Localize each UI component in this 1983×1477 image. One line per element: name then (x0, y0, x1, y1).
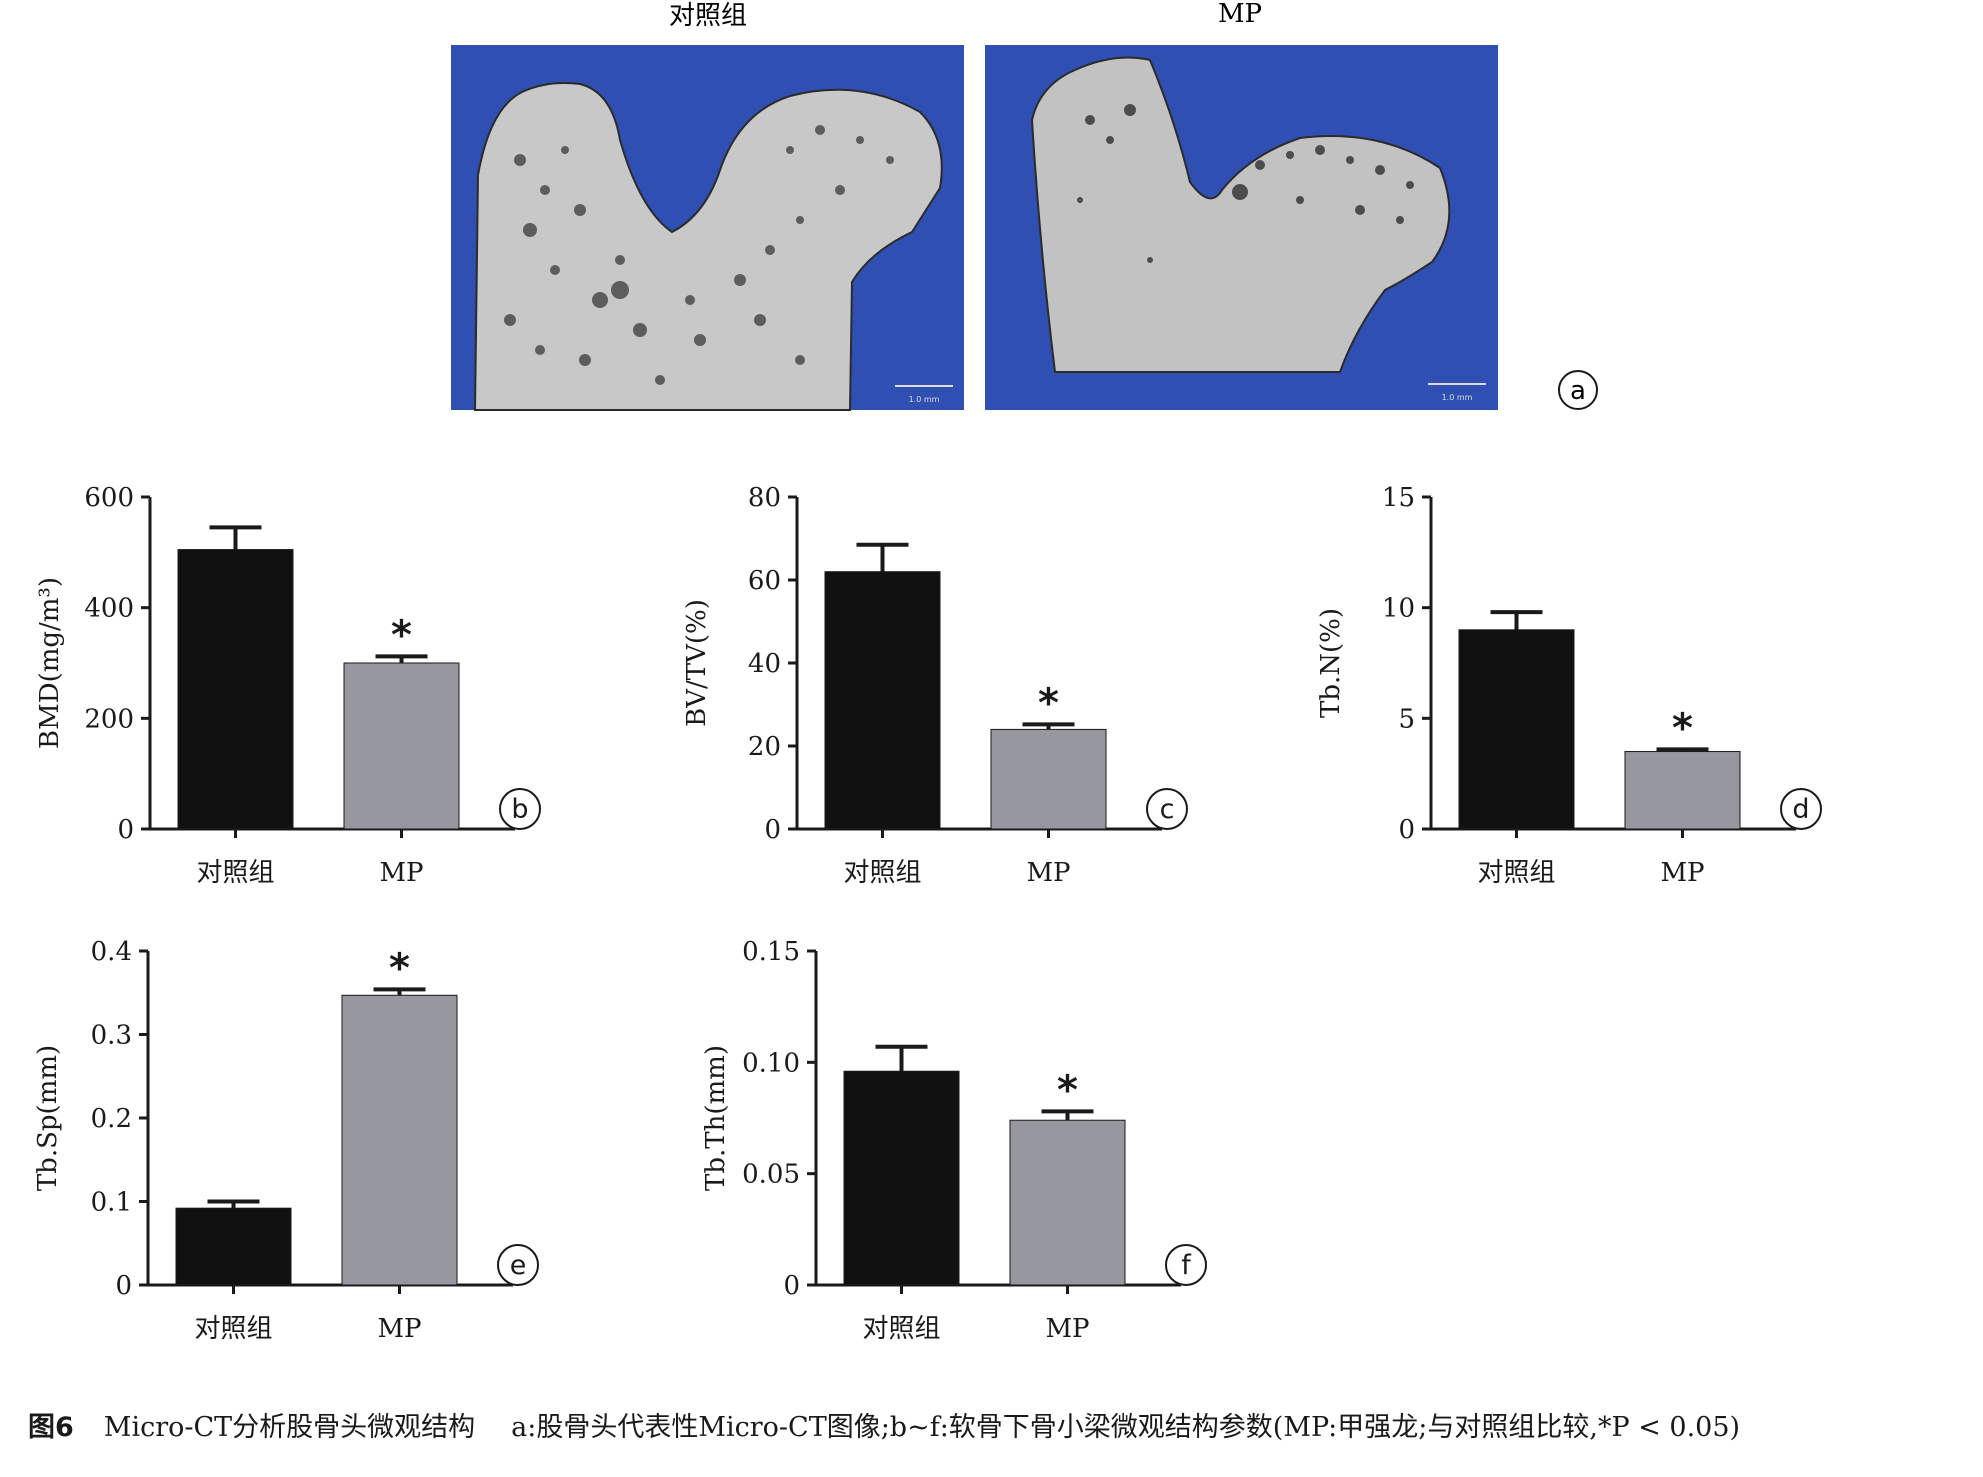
bar-mp (1009, 1119, 1126, 1286)
x-tick-label: MP (1026, 858, 1070, 888)
y-tick-label: 0.2 (91, 1104, 132, 1134)
y-tick-label: 60 (748, 566, 781, 596)
panel-letter-circle-a (1558, 370, 1598, 410)
trabecular-pores-control (504, 125, 894, 385)
significance-marker: * (1672, 705, 1693, 751)
caption-figure-number: 图6 (28, 1412, 74, 1443)
ct-label-mp: MP (1218, 0, 1262, 29)
y-tick-label: 0.4 (91, 937, 132, 967)
y-axis-label: Tb.Sp(mm) (33, 1045, 63, 1191)
chart-c: 0 20 40 60 80 BV/TV(%) 对照组 MP * c (682, 483, 1188, 888)
y-tick-label: 0 (764, 815, 781, 845)
y-tick-label: 0 (783, 1271, 800, 1301)
bar-mp (343, 662, 460, 830)
femoral-head-control-illustration (473, 82, 943, 411)
y-tick-label: 0.1 (91, 1188, 132, 1218)
y-axis-label: Tb.N(%) (1316, 608, 1346, 718)
femoral-head-mp-illustration (1030, 56, 1451, 373)
y-tick-label: 40 (748, 649, 781, 679)
bar-control (177, 549, 294, 830)
panel-letter-circle (497, 1244, 539, 1286)
chart-e: 0 0.1 0.2 0.3 0.4 Tb.Sp(mm) 对照组 MP * e (33, 937, 539, 1344)
chart-f: 0 0.05 0.10 0.15 Tb.Th(mm) 对照组 MP * f (701, 937, 1207, 1344)
y-axis-label: BMD(mg/m³) (35, 577, 65, 749)
x-tick-label: 对照组 (862, 1314, 940, 1344)
panel-letter-a: a (1570, 376, 1586, 406)
bar-mp (341, 994, 458, 1286)
ct-image-mp: 1.0 mm (985, 45, 1498, 410)
y-tick-label: 400 (84, 594, 134, 624)
panel-letter: f (1181, 1250, 1192, 1281)
y-tick-label: 80 (748, 483, 781, 513)
ct-panel: 对照组 MP 1.0 mm (451, 0, 1598, 411)
bar-mp (990, 728, 1107, 830)
panel-letter: c (1160, 794, 1175, 825)
y-tick-label: 0 (115, 1271, 132, 1301)
bar-control (824, 571, 941, 830)
bar-control (843, 1070, 960, 1286)
bar-mp (1624, 751, 1741, 830)
bar-control (1458, 629, 1575, 830)
panel-letter-circle (1146, 788, 1188, 830)
y-tick-label: 5 (1398, 704, 1415, 734)
significance-marker: * (389, 945, 410, 991)
x-tick-label: 对照组 (194, 1314, 272, 1344)
y-axis-label: Tb.Th(mm) (701, 1045, 731, 1191)
y-tick-label: 0.05 (742, 1160, 800, 1190)
figure-caption: 图6 Micro-CT分析股骨头微观结构 a:股骨头代表性Micro-CT图像;b~… (28, 1405, 1968, 1445)
y-tick-label: 0.3 (91, 1021, 132, 1051)
x-tick-label: MP (379, 858, 423, 888)
y-tick-label: 0 (1398, 815, 1415, 845)
y-tick-label: 0.15 (742, 937, 800, 967)
significance-marker: * (1038, 680, 1059, 726)
y-tick-label: 20 (748, 732, 781, 762)
panel-letter: d (1792, 794, 1809, 825)
y-tick-label: 10 (1382, 594, 1415, 624)
caption-text: a:股骨头代表性Micro-CT图像;b~f:软骨下骨小梁微观结构参数(MP:甲… (511, 1412, 1741, 1443)
chart-d: 0 5 10 15 Tb.N(%) 对照组 MP * d (1316, 483, 1822, 888)
y-tick-label: 15 (1382, 483, 1415, 513)
x-tick-label: MP (1045, 1314, 1089, 1344)
panel-letter: e (510, 1250, 527, 1281)
x-tick-label: 对照组 (196, 858, 274, 888)
caption-title: Micro-CT分析股骨头微观结构 (103, 1412, 476, 1443)
significance-marker: * (1057, 1067, 1078, 1113)
x-tick-label: 对照组 (843, 858, 921, 888)
y-axis-label: BV/TV(%) (682, 599, 712, 727)
bar-charts: 0 200 400 600 BMD(mg/m³) 对照组 MP * b 0 20 40 60 80 BV/T… (33, 483, 1822, 1344)
ct-image-control: 1.0 mm (451, 45, 964, 411)
x-tick-label: 对照组 (1477, 858, 1555, 888)
ct-label-control: 对照组 (669, 1, 747, 31)
y-tick-label: 200 (84, 704, 134, 734)
y-tick-label: 0 (117, 815, 134, 845)
panel-letter: b (511, 794, 528, 825)
x-tick-label: MP (1660, 858, 1704, 888)
trabecular-pores-mp (1077, 104, 1414, 263)
panel-letter-circle (499, 788, 541, 830)
y-tick-label: 0.10 (742, 1048, 800, 1078)
panel-letter-circle (1165, 1244, 1207, 1286)
ct-scale-label-mp: 1.0 mm (1442, 393, 1473, 402)
bar-control (175, 1207, 292, 1286)
chart-b: 0 200 400 600 BMD(mg/m³) 对照组 MP * b (35, 483, 541, 888)
ct-scale-label-control: 1.0 mm (909, 395, 940, 404)
significance-marker: * (391, 612, 412, 658)
panel-letter-circle (1780, 788, 1822, 830)
y-tick-label: 600 (84, 483, 134, 513)
x-tick-label: MP (377, 1314, 421, 1344)
